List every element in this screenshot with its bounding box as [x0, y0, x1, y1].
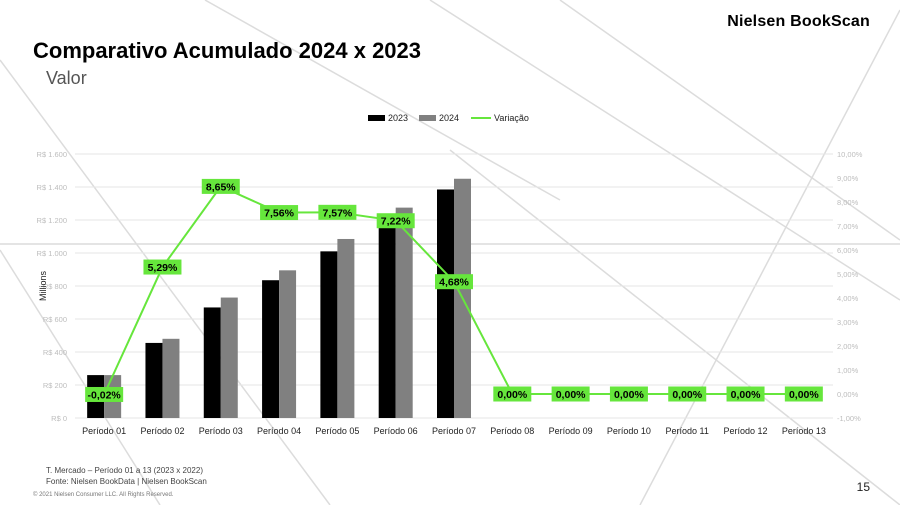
data-label-box [551, 386, 590, 402]
y2-tick-label: 9,00% [837, 174, 859, 183]
data-label: 0,00% [556, 389, 586, 401]
data-label: 7,57% [322, 207, 352, 219]
x-tick-label: Período 07 [432, 426, 476, 436]
bar-2023 [320, 251, 338, 418]
bar-2024 [279, 270, 297, 418]
x-tick-label: Período 01 [82, 426, 126, 436]
data-label-box [726, 386, 765, 402]
bar-2023 [203, 307, 221, 418]
y2-tick-label: 6,00% [837, 246, 859, 255]
data-label: 7,22% [381, 216, 411, 228]
data-label-box [435, 274, 473, 290]
legend-swatch-2023 [368, 115, 385, 121]
copyright: © 2021 Nielsen Consumer LLC. All Rights … [33, 492, 174, 498]
page-number: 15 [856, 480, 870, 494]
legend-swatch-2024 [419, 115, 436, 121]
x-tick-label: Período 09 [549, 426, 593, 436]
y-tick-label: R$ 0 [51, 414, 67, 423]
x-tick-label: Período 08 [490, 426, 534, 436]
x-tick-label: Período 02 [140, 426, 184, 436]
data-label-box [318, 204, 357, 220]
bar-2023 [437, 189, 454, 418]
data-label-box [609, 386, 648, 402]
data-label: -0,02% [88, 389, 122, 401]
data-label-box [493, 386, 532, 402]
data-label-box [668, 386, 707, 402]
data-label-box [201, 178, 240, 194]
y2-tick-label: 7,00% [837, 222, 859, 231]
y-tick-label: R$ 1.400 [37, 183, 67, 192]
y2-tick-label: 4,00% [837, 294, 859, 303]
y2-tick-label: 2,00% [837, 342, 859, 351]
y-tick-label: R$ 600 [43, 315, 67, 324]
x-tick-label: Período 11 [666, 426, 709, 436]
x-tick-label: Período 12 [724, 426, 768, 436]
data-label: 0,00% [497, 389, 527, 401]
y2-tick-label: 10,00% [837, 150, 863, 159]
data-label: 8,65% [206, 181, 236, 193]
data-label-box [260, 205, 299, 221]
y-tick-label: R$ 1.000 [37, 249, 67, 258]
data-label: 0,00% [789, 389, 819, 401]
data-label: 5,29% [148, 262, 178, 274]
footer-source: Fonte: Nielsen BookData | Nielsen BookSc… [46, 477, 207, 486]
x-tick-label: Período 04 [257, 426, 301, 436]
legend-label: Variação [494, 113, 529, 123]
y-axis-title: Millions [38, 271, 48, 302]
y-tick-label: R$ 1.600 [37, 150, 67, 159]
data-label: 7,56% [264, 208, 294, 220]
data-label: 0,00% [731, 389, 761, 401]
legend-label: 2023 [388, 113, 408, 123]
y2-tick-label: 1,00% [837, 366, 859, 375]
brand-logo: Nielsen BookScan [727, 13, 870, 30]
y-tick-label: R$ 1.200 [37, 216, 67, 225]
legend-label: 2024 [439, 113, 459, 123]
y2-tick-label: 5,00% [837, 270, 859, 279]
y-tick-label: R$ 800 [43, 282, 67, 291]
footer-note: T. Mercado – Período 01 a 13 (2023 x 202… [46, 466, 203, 475]
x-tick-label: Período 05 [315, 426, 359, 436]
bar-2024 [337, 238, 355, 418]
data-label-box [784, 386, 823, 402]
bar-2023 [378, 221, 396, 418]
data-label-box [143, 259, 182, 275]
bar-2024 [395, 207, 413, 418]
data-label-box [85, 386, 124, 402]
y-tick-label: R$ 200 [43, 381, 67, 390]
y2-tick-label: 0,00% [837, 390, 859, 399]
bar-2024 [220, 297, 238, 418]
page-title: Comparativo Acumulado 2024 x 2023 [33, 38, 422, 63]
data-label-box [376, 213, 415, 229]
data-label: 0,00% [614, 389, 644, 401]
x-tick-label: Período 06 [374, 426, 418, 436]
x-tick-label: Período 03 [199, 426, 243, 436]
y2-tick-label: -1,00% [837, 414, 861, 423]
x-tick-label: Período 13 [782, 426, 826, 436]
bar-2023 [262, 280, 280, 418]
y-tick-label: R$ 400 [43, 348, 67, 357]
data-label: 0,00% [672, 389, 702, 401]
bar-2023 [145, 342, 163, 418]
bar-2024 [162, 338, 180, 418]
y2-tick-label: 8,00% [837, 198, 859, 207]
page-subtitle: Valor [46, 68, 87, 88]
y2-tick-label: 3,00% [837, 318, 859, 327]
data-label: 4,68% [439, 277, 469, 289]
x-tick-label: Período 10 [607, 426, 651, 436]
